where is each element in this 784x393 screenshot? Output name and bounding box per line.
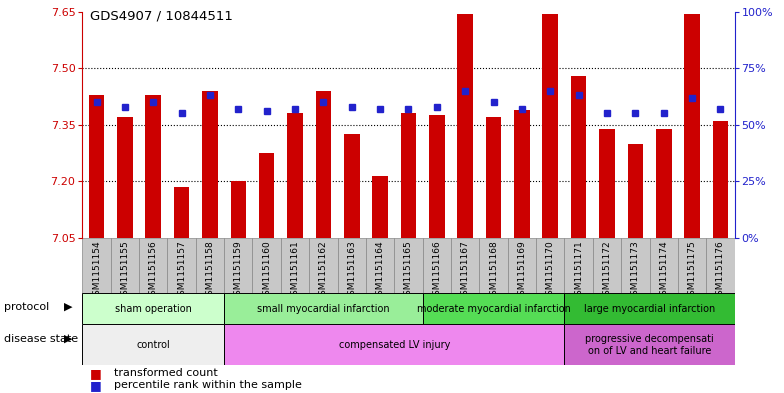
Bar xyxy=(706,238,735,293)
Text: protocol: protocol xyxy=(4,302,49,312)
Bar xyxy=(259,153,274,238)
Bar xyxy=(230,181,246,238)
Text: GSM1151165: GSM1151165 xyxy=(404,241,413,301)
Bar xyxy=(202,91,218,238)
Text: GSM1151168: GSM1151168 xyxy=(489,241,498,301)
Text: progressive decompensati
on of LV and heart failure: progressive decompensati on of LV and he… xyxy=(585,334,714,356)
Bar xyxy=(174,187,190,238)
Bar xyxy=(457,14,473,238)
Bar xyxy=(372,176,388,238)
Bar xyxy=(168,238,196,293)
Bar xyxy=(429,116,445,238)
Text: GSM1151174: GSM1151174 xyxy=(659,241,668,301)
Text: GSM1151171: GSM1151171 xyxy=(574,241,583,301)
Bar xyxy=(111,238,139,293)
Bar xyxy=(656,129,672,238)
Text: GSM1151161: GSM1151161 xyxy=(291,241,299,301)
Text: disease state: disease state xyxy=(4,334,78,343)
Bar xyxy=(224,238,252,293)
Bar xyxy=(571,76,586,238)
Bar xyxy=(82,293,224,324)
Bar xyxy=(564,324,735,365)
Text: GSM1151156: GSM1151156 xyxy=(149,241,158,301)
Text: GSM1151169: GSM1151169 xyxy=(517,241,526,301)
Bar xyxy=(309,238,338,293)
Bar xyxy=(281,238,309,293)
Bar xyxy=(627,143,643,238)
Text: GSM1151172: GSM1151172 xyxy=(602,241,612,301)
Text: ▶: ▶ xyxy=(64,302,72,312)
Text: GSM1151176: GSM1151176 xyxy=(716,241,725,301)
Text: transformed count: transformed count xyxy=(114,368,217,378)
Bar xyxy=(649,238,678,293)
Text: ■: ■ xyxy=(90,379,102,392)
Text: GSM1151170: GSM1151170 xyxy=(546,241,555,301)
Bar xyxy=(514,110,530,238)
Bar xyxy=(145,95,161,238)
Bar xyxy=(401,114,416,238)
Bar xyxy=(564,293,735,324)
Bar xyxy=(89,95,104,238)
Text: GSM1151154: GSM1151154 xyxy=(92,241,101,301)
Bar xyxy=(394,238,423,293)
Bar xyxy=(82,324,224,365)
Bar xyxy=(287,114,303,238)
Bar xyxy=(117,117,132,238)
Bar xyxy=(224,324,564,365)
Bar xyxy=(678,238,706,293)
Text: GSM1151163: GSM1151163 xyxy=(347,241,356,301)
Bar xyxy=(621,238,649,293)
Text: GSM1151164: GSM1151164 xyxy=(376,241,385,301)
Text: GSM1151160: GSM1151160 xyxy=(262,241,271,301)
Text: large myocardial infarction: large myocardial infarction xyxy=(584,303,715,314)
Text: moderate myocardial infarction: moderate myocardial infarction xyxy=(416,303,571,314)
Bar xyxy=(543,14,558,238)
Text: GSM1151173: GSM1151173 xyxy=(631,241,640,301)
Text: compensated LV injury: compensated LV injury xyxy=(339,340,450,350)
Text: GSM1151158: GSM1151158 xyxy=(205,241,215,301)
Bar xyxy=(564,238,593,293)
Bar xyxy=(338,238,366,293)
Bar xyxy=(684,14,700,238)
Bar xyxy=(82,238,111,293)
Bar xyxy=(139,238,168,293)
Bar xyxy=(316,91,331,238)
Bar xyxy=(252,238,281,293)
Bar xyxy=(423,238,451,293)
Text: ▶: ▶ xyxy=(64,334,72,343)
Bar xyxy=(344,134,360,238)
Text: GDS4907 / 10844511: GDS4907 / 10844511 xyxy=(90,10,233,23)
Bar xyxy=(508,238,536,293)
Bar xyxy=(479,238,508,293)
Bar xyxy=(713,121,728,238)
Bar xyxy=(593,238,621,293)
Text: GSM1151155: GSM1151155 xyxy=(121,241,129,301)
Text: GSM1151175: GSM1151175 xyxy=(688,241,696,301)
Bar xyxy=(366,238,394,293)
Text: percentile rank within the sample: percentile rank within the sample xyxy=(114,380,302,390)
Bar xyxy=(224,293,423,324)
Text: GSM1151166: GSM1151166 xyxy=(432,241,441,301)
Text: GSM1151167: GSM1151167 xyxy=(461,241,470,301)
Bar xyxy=(536,238,564,293)
Text: GSM1151157: GSM1151157 xyxy=(177,241,186,301)
Text: GSM1151159: GSM1151159 xyxy=(234,241,243,301)
Text: sham operation: sham operation xyxy=(114,303,191,314)
Bar xyxy=(599,129,615,238)
Text: control: control xyxy=(136,340,170,350)
Text: small myocardial infarction: small myocardial infarction xyxy=(257,303,390,314)
Bar xyxy=(196,238,224,293)
Bar xyxy=(423,293,564,324)
Bar xyxy=(486,117,501,238)
Text: ■: ■ xyxy=(90,367,102,380)
Bar xyxy=(451,238,479,293)
Text: GSM1151162: GSM1151162 xyxy=(319,241,328,301)
